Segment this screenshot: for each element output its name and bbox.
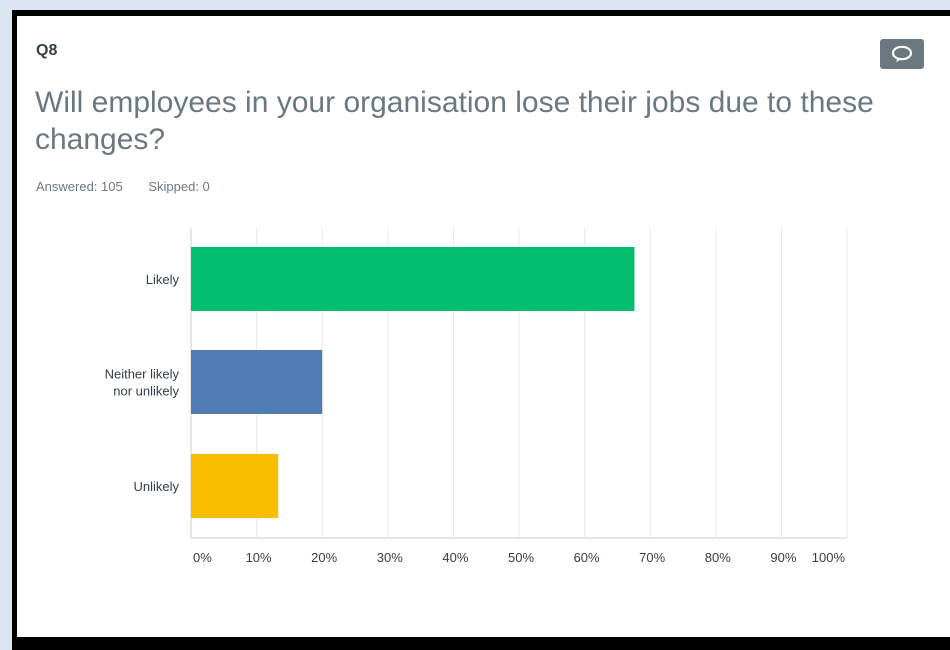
response-stats: Answered: 105 Skipped: 0	[36, 179, 232, 194]
question-number: Q8	[36, 42, 58, 59]
x-tick-label: 30%	[377, 550, 403, 565]
speech-bubble-icon	[891, 45, 913, 62]
x-tick-label: 50%	[508, 550, 534, 565]
category-label: Unlikely	[133, 479, 179, 494]
bar-chart: 0% 10% 20% 30% 40% 50% 60% 70% 80% 90% 100% Likely N…	[105, 228, 848, 565]
bar	[191, 247, 635, 311]
comment-button[interactable]	[880, 39, 924, 69]
x-tick-label: 20%	[311, 550, 337, 565]
answered-count: Answered: 105	[36, 179, 123, 194]
category-label: Neither likely	[105, 367, 180, 382]
x-tick-label: 40%	[442, 550, 468, 565]
x-tick-label: 10%	[246, 550, 272, 565]
skipped-count: Skipped: 0	[148, 179, 210, 194]
question-title: Will employees in your organisation lose…	[35, 86, 874, 156]
x-tick-label: 90%	[770, 550, 796, 565]
category-label: Likely	[146, 272, 180, 287]
bar	[191, 454, 279, 518]
x-tick-label: 80%	[705, 550, 731, 565]
x-tick-label: 60%	[574, 550, 600, 565]
x-tick-label: 100%	[812, 550, 846, 565]
question-card: Q8 Will employees in your organisation l…	[17, 16, 950, 637]
x-tick-label: 0%	[193, 550, 212, 565]
x-tick-label: 70%	[639, 550, 665, 565]
category-label: nor unlikely	[113, 384, 179, 399]
bar	[191, 350, 323, 414]
